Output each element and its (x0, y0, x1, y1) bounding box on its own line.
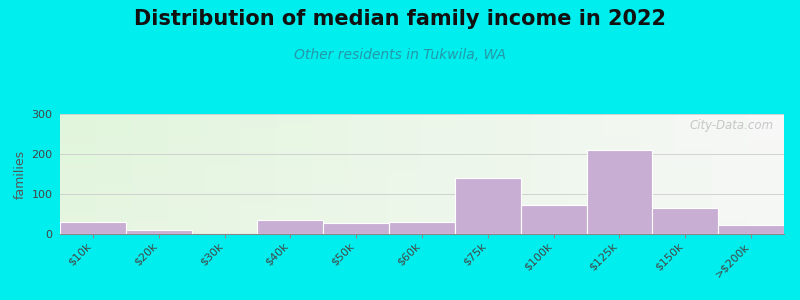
Text: Distribution of median family income in 2022: Distribution of median family income in … (134, 9, 666, 29)
Text: City-Data.com: City-Data.com (689, 119, 773, 132)
Bar (455, 178, 521, 234)
Text: Other residents in Tukwila, WA: Other residents in Tukwila, WA (294, 48, 506, 62)
Bar (652, 208, 718, 234)
Y-axis label: families: families (14, 149, 27, 199)
Bar (586, 150, 652, 234)
Bar (323, 223, 389, 234)
Bar (258, 220, 323, 234)
Bar (60, 222, 126, 234)
Bar (718, 225, 784, 234)
Bar (126, 230, 192, 234)
Bar (389, 222, 455, 234)
Bar (521, 205, 586, 234)
